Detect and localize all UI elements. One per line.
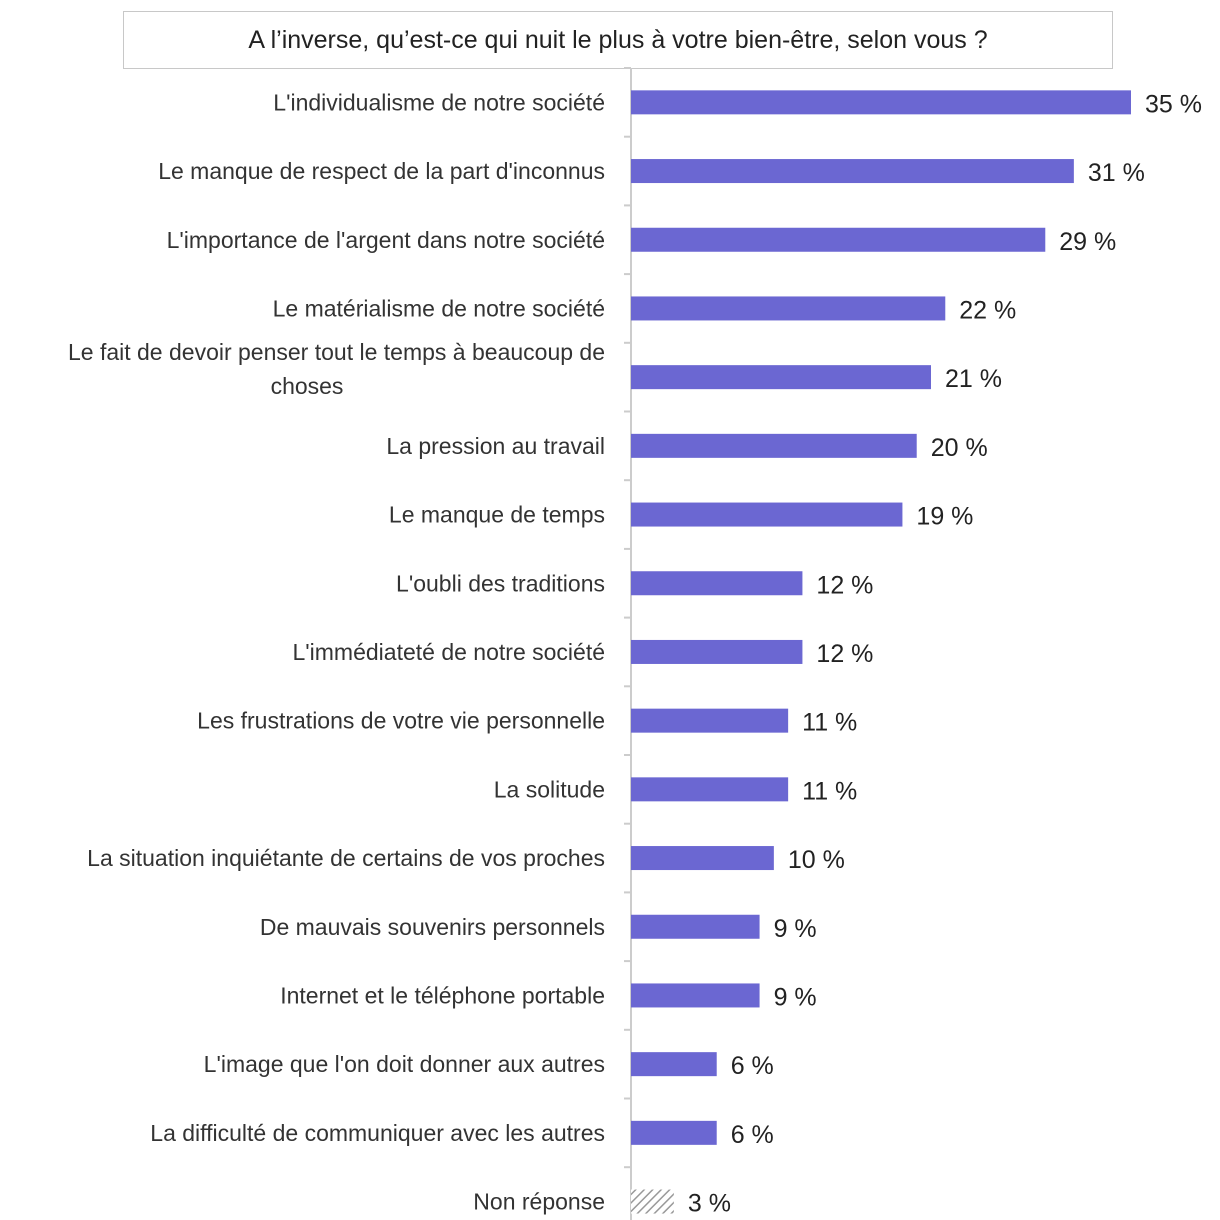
category-label: De mauvais souvenirs personnels: [260, 914, 605, 940]
category-label: L'immédiateté de notre société: [292, 639, 605, 665]
value-label: 12 %: [816, 640, 873, 668]
category-label: Le manque de respect de la part d'inconn…: [158, 158, 605, 184]
bar-7: [631, 502, 903, 527]
value-label: 11 %: [802, 777, 857, 805]
axis: [624, 67, 632, 1220]
category-label: L'image que l'on doit donner aux autres: [204, 1051, 605, 1077]
value-label: 20 %: [931, 434, 988, 462]
bar-12: [631, 846, 774, 871]
value-label: 22 %: [959, 296, 1016, 324]
category-label: Non réponse: [473, 1189, 605, 1215]
value-label: 6 %: [731, 1121, 774, 1149]
bar-15: [631, 1052, 717, 1077]
value-label: 12 %: [816, 571, 873, 599]
value-label: 29 %: [1059, 228, 1116, 256]
category-label: La solitude: [494, 776, 605, 802]
value-label: 9 %: [774, 915, 817, 943]
value-label: 31 %: [1088, 159, 1145, 187]
value-label: 6 %: [731, 1052, 774, 1080]
bar-13: [631, 914, 760, 939]
bar-4: [631, 296, 946, 321]
category-labels: L'individualisme de notre société Le manq…: [68, 89, 605, 1214]
bar-9: [631, 639, 803, 664]
category-label: La situation inquiétante de certains de …: [87, 845, 605, 871]
bar-11: [631, 777, 789, 802]
value-label: 35 %: [1145, 90, 1202, 118]
value-label: 3 %: [688, 1190, 731, 1218]
bars: [631, 90, 1131, 1214]
category-label: Le fait de devoir penser tout le temps à…: [68, 339, 605, 399]
bar-1: [631, 90, 1131, 115]
bar-14: [631, 983, 760, 1008]
value-label: 21 %: [945, 365, 1002, 393]
category-label: Internet et le téléphone portable: [280, 982, 605, 1008]
bar-10: [631, 708, 789, 733]
category-label: L'individualisme de notre société: [273, 89, 605, 115]
bar-2: [631, 159, 1074, 184]
bar-17: [631, 1189, 674, 1214]
value-label: 19 %: [916, 503, 973, 531]
bar-16: [631, 1120, 717, 1145]
bar-6: [631, 433, 917, 458]
chart-title: A l’inverse, qu’est-ce qui nuit le plus …: [123, 11, 1113, 69]
category-label: La pression au travail: [386, 433, 605, 459]
category-label: L'importance de l'argent dans notre soci…: [167, 227, 605, 253]
category-label: La difficulté de communiquer avec les au…: [150, 1120, 605, 1146]
bar-3: [631, 227, 1046, 252]
bar-5: [631, 365, 931, 390]
category-label: Le manque de temps: [389, 502, 605, 528]
value-label: 9 %: [774, 983, 817, 1011]
value-labels: 35 % 31 % 29 % 22 % 21 % 20 % 19 % 12 % 12 % 11 %…: [688, 90, 1202, 1217]
category-label: Le matérialisme de notre société: [273, 295, 605, 321]
category-label: Les frustrations de votre vie personnell…: [197, 708, 605, 734]
category-label: L'oubli des traditions: [396, 570, 605, 596]
value-label: 11 %: [802, 709, 857, 737]
value-label: 10 %: [788, 846, 845, 874]
bar-8: [631, 571, 803, 596]
